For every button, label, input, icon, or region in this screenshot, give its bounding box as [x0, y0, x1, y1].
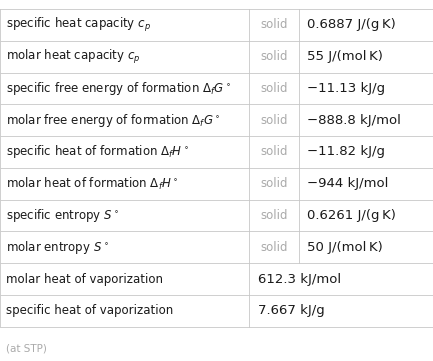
Text: solid: solid	[260, 145, 288, 158]
Text: 0.6261 J/(g K): 0.6261 J/(g K)	[307, 209, 395, 222]
Text: −11.13 kJ/g: −11.13 kJ/g	[307, 82, 385, 95]
Text: −888.8 kJ/mol: −888.8 kJ/mol	[307, 114, 401, 127]
Text: molar heat capacity $c_p$: molar heat capacity $c_p$	[6, 48, 141, 66]
Text: specific free energy of formation $\Delta_f G^\circ$: specific free energy of formation $\Delt…	[6, 80, 232, 97]
Text: solid: solid	[260, 209, 288, 222]
Text: solid: solid	[260, 114, 288, 127]
Text: solid: solid	[260, 50, 288, 63]
Text: specific heat of formation $\Delta_f H^\circ$: specific heat of formation $\Delta_f H^\…	[6, 143, 189, 161]
Text: 7.667 kJ/g: 7.667 kJ/g	[258, 304, 324, 317]
Text: molar entropy $S^\circ$: molar entropy $S^\circ$	[6, 239, 109, 256]
Text: solid: solid	[260, 82, 288, 95]
Text: 55 J/(mol K): 55 J/(mol K)	[307, 50, 382, 63]
Text: −11.82 kJ/g: −11.82 kJ/g	[307, 145, 385, 158]
Text: molar heat of formation $\Delta_f H^\circ$: molar heat of formation $\Delta_f H^\cir…	[6, 176, 179, 192]
Text: (at STP): (at STP)	[6, 343, 47, 353]
Text: molar free energy of formation $\Delta_f G^\circ$: molar free energy of formation $\Delta_f…	[6, 112, 221, 129]
Text: specific entropy $S^\circ$: specific entropy $S^\circ$	[6, 207, 120, 224]
Text: solid: solid	[260, 177, 288, 190]
Text: specific heat capacity $c_p$: specific heat capacity $c_p$	[6, 16, 152, 34]
Text: 50 J/(mol K): 50 J/(mol K)	[307, 241, 382, 254]
Text: −944 kJ/mol: −944 kJ/mol	[307, 177, 388, 190]
Text: specific heat of vaporization: specific heat of vaporization	[6, 304, 174, 317]
Text: 612.3 kJ/mol: 612.3 kJ/mol	[258, 273, 341, 286]
Text: solid: solid	[260, 18, 288, 31]
Text: solid: solid	[260, 241, 288, 254]
Text: molar heat of vaporization: molar heat of vaporization	[6, 273, 164, 286]
Text: 0.6887 J/(g K): 0.6887 J/(g K)	[307, 18, 395, 31]
